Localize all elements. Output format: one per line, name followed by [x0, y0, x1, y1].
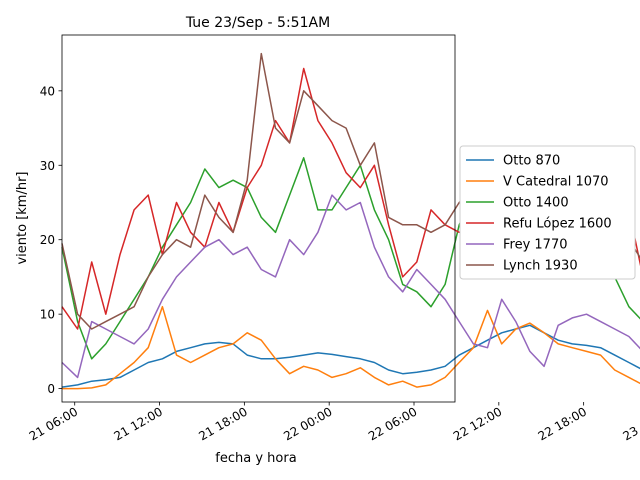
series-line-5	[61, 52, 640, 330]
x-tick-label-4: 22 06:00	[366, 404, 419, 443]
series-line-2	[61, 153, 640, 360]
y-axis-label: viento [km/hr]	[15, 171, 30, 264]
x-tick-label-6: 22 18:00	[536, 404, 589, 443]
x-tick-label-1: 21 12:00	[112, 404, 165, 443]
series-line-3	[61, 67, 640, 330]
x-axis-label: fecha y hora	[215, 451, 296, 466]
y-tick-label-0: 0	[47, 382, 55, 396]
legend: Otto 870 V Catedral 1070 Otto 1400 Refu Lóp…	[459, 145, 636, 280]
x-tick-label-3: 22 00:00	[281, 404, 334, 443]
x-tick-label-5: 22 12:00	[451, 404, 504, 443]
x-tick-label-7: 23 00:00	[620, 404, 640, 443]
plot-frame	[61, 34, 456, 403]
y-tick-label-2: 20	[40, 233, 55, 247]
legend-label-4: Frey 1770	[503, 238, 568, 253]
series-line-4	[61, 194, 640, 379]
y-tick-label-1: 10	[40, 308, 55, 322]
series-layer	[61, 52, 640, 390]
series-line-0	[61, 324, 640, 388]
x-axis: 21 06:00 21 12:00 21 18:00 22 00:00 22 06:00…	[27, 402, 640, 443]
y-tick-label-4: 40	[40, 84, 55, 98]
y-tick-label-3: 30	[40, 159, 55, 173]
chart-title: Tue 23/Sep - 5:51AM	[185, 15, 330, 31]
legend-box	[459, 145, 636, 280]
legend-label-5: Lynch 1930	[503, 259, 578, 274]
legend-label-2: Otto 1400	[503, 196, 569, 211]
legend-label-3: Refu López 1600	[503, 217, 612, 232]
legend-label-0: Otto 870	[503, 154, 560, 169]
x-tick-label-2: 21 18:00	[196, 404, 249, 443]
series-line-1	[62, 305, 640, 390]
y-axis: 0 10 20 30 40	[40, 84, 62, 396]
x-tick-label-0: 21 06:00	[27, 404, 80, 443]
legend-label-1: V Catedral 1070	[503, 175, 609, 190]
